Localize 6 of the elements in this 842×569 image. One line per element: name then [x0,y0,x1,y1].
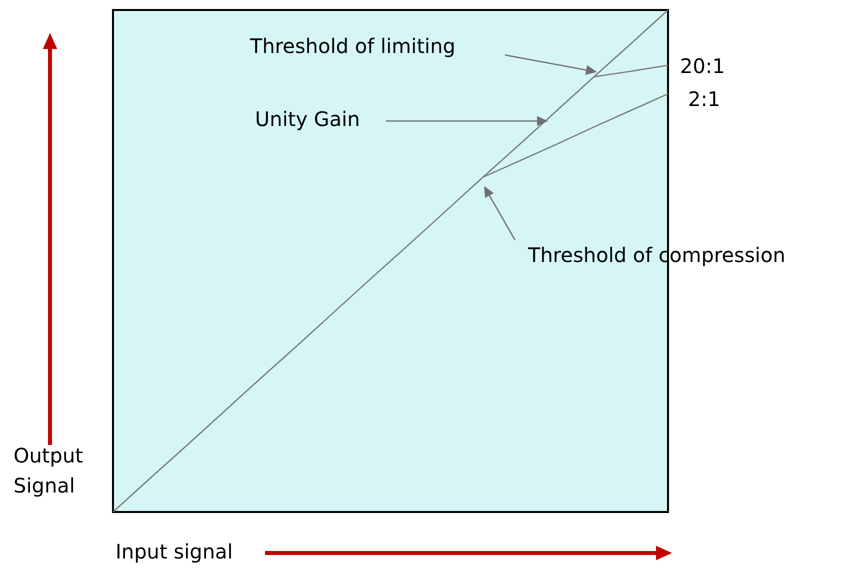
series-label: 20:1 [680,54,725,78]
series-label: 2:1 [688,86,720,111]
x-axis-title: Input signal [116,540,233,564]
annotation: Threshold of limiting [249,34,456,58]
y-axis-title: Output Signal [14,444,84,498]
annotation: Unity Gain [255,107,360,131]
